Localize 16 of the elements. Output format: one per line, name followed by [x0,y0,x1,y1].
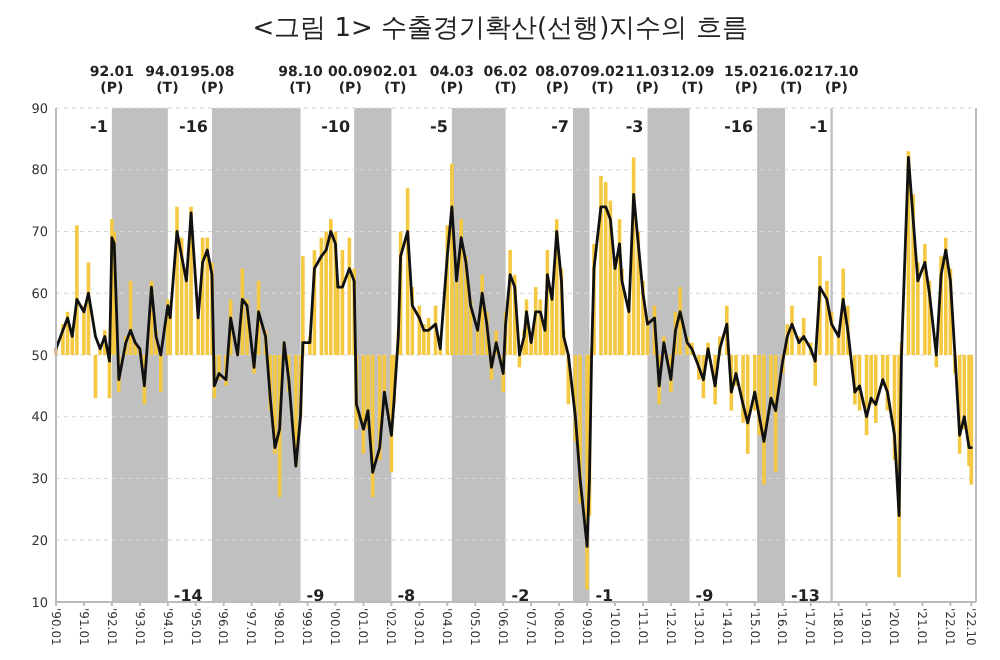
annotation: -10 [321,118,352,137]
annotation: -9 [695,587,715,606]
annotation: -8 [397,587,417,606]
annotation: -1 [809,118,829,137]
annotation: -1 [595,587,615,606]
chart-title: <그림 1> 수출경기확산(선행)지수의 흐름 [252,14,748,44]
annotation: -13 [791,587,820,606]
annotation: -16 [179,118,209,137]
annotation: -1 [90,118,109,137]
annotation: -5 [430,118,449,137]
annotation: -9 [306,587,326,606]
annotation: -14 [173,587,204,606]
annotation: -2 [511,587,530,606]
annotation: -16 [724,118,754,137]
annotation: -7 [551,118,570,137]
annotation: -3 [625,118,644,137]
